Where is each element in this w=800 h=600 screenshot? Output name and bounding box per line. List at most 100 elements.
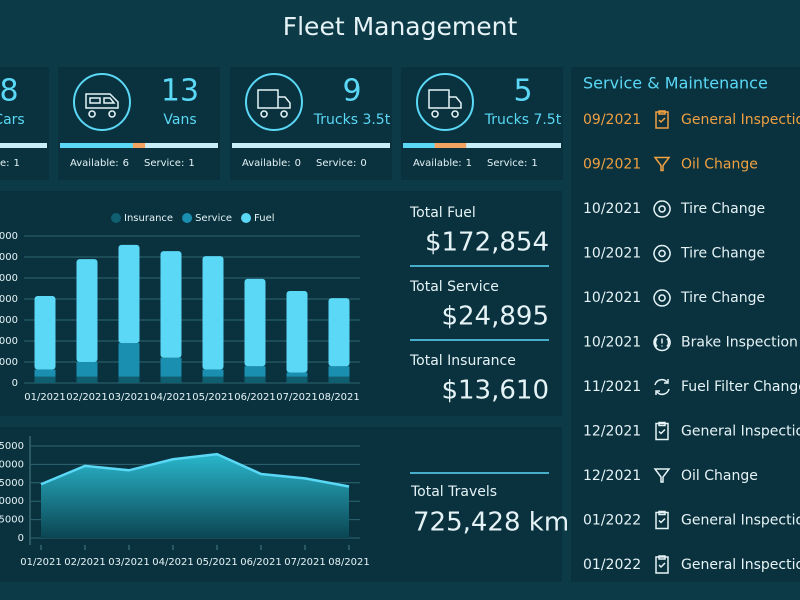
available-text: Available: 6 xyxy=(70,158,129,169)
service-task: Tire Change xyxy=(680,246,765,262)
service-icon xyxy=(653,244,671,263)
bar-segment xyxy=(202,369,224,377)
page-title: Fleet Management xyxy=(283,12,518,41)
bar-segment xyxy=(202,376,224,383)
service-task: General Inspection xyxy=(681,513,800,529)
x-tick-label: 08/2021 xyxy=(318,392,360,403)
status-bar xyxy=(232,143,390,148)
bar-segment xyxy=(328,366,350,377)
available-text: Available: 1 xyxy=(413,158,472,169)
y-tick-label: 0 xyxy=(12,378,18,389)
service-icon xyxy=(655,421,669,441)
y-tick-label: 30000 xyxy=(0,252,18,263)
y-tick-label: 75000 xyxy=(0,478,24,489)
vehicle-count: 13 xyxy=(161,74,199,109)
bar-segment xyxy=(286,372,308,377)
x-tick-label: 03/2021 xyxy=(108,557,150,568)
vehicle-count: 9 xyxy=(342,74,361,109)
status-bar xyxy=(403,143,561,148)
service-value: 0 xyxy=(360,158,366,169)
available-segment xyxy=(60,143,133,148)
bar-segment xyxy=(328,298,350,367)
bar-segment xyxy=(160,357,182,377)
x-tick-label: 02/2021 xyxy=(64,557,106,568)
service-task: Oil Change xyxy=(681,468,758,484)
service-icon xyxy=(653,468,671,483)
service-value: 1 xyxy=(14,158,20,169)
service-segment xyxy=(132,143,146,148)
service-task: Oil Change xyxy=(681,157,758,173)
vehicle-card xyxy=(0,67,49,180)
service-segment xyxy=(434,143,467,148)
service-value: 1 xyxy=(531,158,537,169)
y-tick-label: 15000 xyxy=(0,315,18,326)
status-bar xyxy=(0,143,47,148)
service-icon xyxy=(655,110,669,129)
service-panel xyxy=(571,67,800,582)
x-tick-label: 05/2021 xyxy=(196,557,238,568)
bar-segment xyxy=(286,291,308,373)
vehicle-label: Cars xyxy=(0,112,25,128)
bar-segment xyxy=(244,366,266,377)
available-text: Available: 0 xyxy=(242,158,301,169)
service-label: Service: xyxy=(316,158,356,169)
available-label: Available: xyxy=(413,158,462,169)
service-label: e: xyxy=(0,158,10,169)
legend-label: Insurance xyxy=(124,213,173,224)
available-value: 6 xyxy=(123,158,129,169)
service-icon xyxy=(655,510,669,530)
y-tick-label: 10000 xyxy=(0,336,18,347)
x-tick-label: 06/2021 xyxy=(234,392,276,403)
service-task: General Inspection xyxy=(681,112,800,128)
available-label: Available: xyxy=(242,158,291,169)
x-tick-label: 02/2021 xyxy=(66,392,108,403)
x-tick-label: 03/2021 xyxy=(108,392,150,403)
total-label: Total Fuel xyxy=(409,205,476,221)
vehicle-icon xyxy=(85,93,119,118)
service-date: 12/2021 xyxy=(583,468,641,484)
service-date: 10/2021 xyxy=(583,201,641,217)
bar-segment xyxy=(202,256,224,370)
bar-segment xyxy=(76,362,98,377)
service-icon xyxy=(653,200,671,218)
vehicle-count: 5 xyxy=(513,74,532,109)
y-tick-label: 35000 xyxy=(0,231,18,242)
total-label: Total Insurance xyxy=(409,353,516,369)
y-tick-label: 25000 xyxy=(0,273,18,284)
service-task: Tire Change xyxy=(680,201,765,217)
bar-segment xyxy=(286,376,308,383)
service-date: 10/2021 xyxy=(583,246,641,262)
x-tick-label: 07/2021 xyxy=(276,392,318,403)
x-tick-label: 05/2021 xyxy=(192,392,234,403)
bar-segment xyxy=(118,376,140,383)
y-tick-label: 100000 xyxy=(0,459,24,470)
x-tick-label: 01/2021 xyxy=(20,557,62,568)
total-value: $172,854 xyxy=(425,228,549,258)
x-tick-label: 06/2021 xyxy=(240,557,282,568)
vehicle-icon-ring xyxy=(73,73,131,131)
total-value: $24,895 xyxy=(441,302,549,332)
legend-swatch xyxy=(111,213,121,223)
y-tick-label: 20000 xyxy=(0,294,18,305)
service-date: 10/2021 xyxy=(583,335,641,351)
service-icon xyxy=(653,289,671,307)
service-value: 1 xyxy=(188,158,194,169)
service-text: e: 1 xyxy=(0,158,20,169)
x-tick-label: 04/2021 xyxy=(152,557,194,568)
service-icon xyxy=(654,378,670,396)
bar-segment xyxy=(34,376,56,383)
available-label: Available: xyxy=(70,158,119,169)
bar-segment xyxy=(244,278,266,367)
bar-segment xyxy=(34,296,56,370)
vehicle-icon xyxy=(257,89,291,118)
service-date: 12/2021 xyxy=(583,424,641,440)
service-text: Service: 1 xyxy=(144,158,195,169)
vehicle-label: Vans xyxy=(163,112,196,128)
bar-segment xyxy=(118,343,140,377)
service-date: 11/2021 xyxy=(583,379,641,395)
travel-label: Total Travels xyxy=(410,484,497,500)
service-date: 01/2022 xyxy=(583,557,641,573)
legend-swatch xyxy=(241,213,252,223)
